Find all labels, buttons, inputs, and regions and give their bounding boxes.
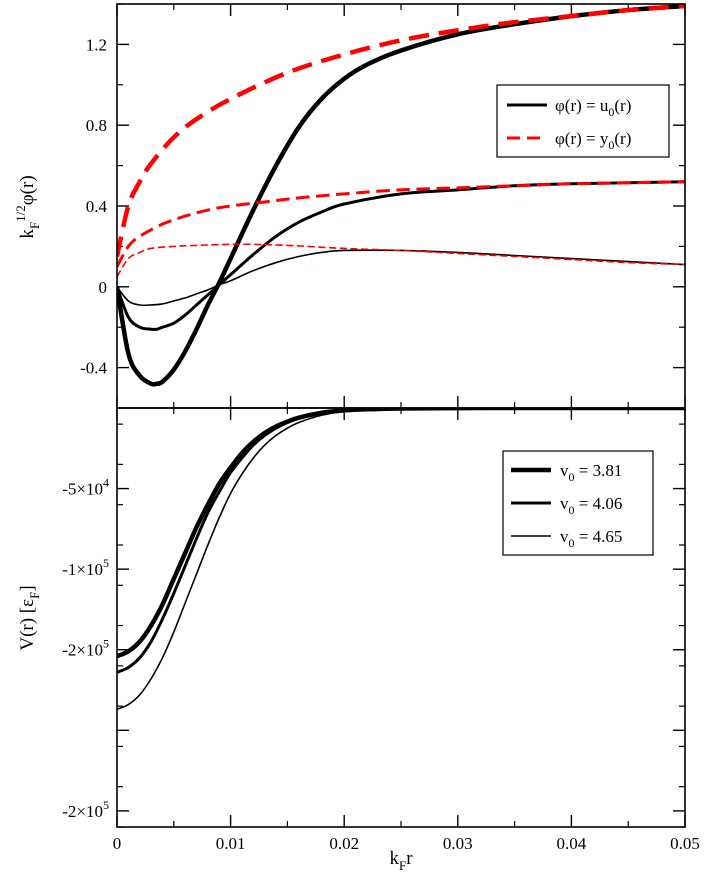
legend-label-1: v0 = 4.06 [560, 494, 622, 517]
y-tick-label: -5×104 [62, 476, 109, 499]
x-axis-title: kFr [389, 848, 413, 873]
x-tick-label: 0.01 [216, 834, 246, 853]
x-tick-label: 0.05 [670, 834, 700, 853]
y-tick-label: -1×105 [62, 556, 109, 579]
x-tick-label: 0.04 [557, 834, 587, 853]
series-line-0 [117, 4, 685, 387]
series-line-5 [117, 243, 685, 278]
legend-label-0: v0 = 3.81 [560, 461, 622, 484]
y-tick-label: 0 [99, 278, 108, 297]
plot-frame [116, 407, 686, 828]
legend: v0 = 3.81 v0 = 4.06 v0 = 4.65 [502, 450, 654, 556]
series-group [117, 4, 685, 387]
x-tick-label: 0.03 [443, 834, 473, 853]
series-line-1 [117, 180, 685, 331]
y-axis-title-top: kF1/2φ(r) [13, 175, 42, 238]
series-line-2 [117, 249, 685, 307]
y-tick-label: 1.2 [86, 35, 107, 54]
y-tick-label: -0.4 [80, 359, 107, 378]
x-tick-label: 0.02 [329, 834, 359, 853]
legend-label-0: φ(r) = u0(r) [555, 96, 631, 119]
x-tick-label: 0 [113, 834, 122, 853]
legend-label-2: v0 = 4.65 [560, 527, 622, 550]
top-panel: -0.4 0 0.4 0.8 1.2 φ(r) = u0(r) φ(r) = y0(r) [80, 3, 686, 409]
legend-box [496, 84, 670, 158]
legend-label-1: φ(r) = y0(r) [555, 129, 631, 152]
y-tick-label: -2×105 [62, 637, 109, 660]
y-tick-label: 0.8 [86, 116, 107, 135]
y-tick-label: -2×105 [62, 798, 109, 821]
y-axis-title-bottom: V(r) [εF] [17, 585, 42, 650]
series-line-4 [117, 180, 685, 268]
legend: φ(r) = u0(r) φ(r) = y0(r) [496, 84, 670, 158]
y-tick-label: 0.4 [86, 197, 108, 216]
